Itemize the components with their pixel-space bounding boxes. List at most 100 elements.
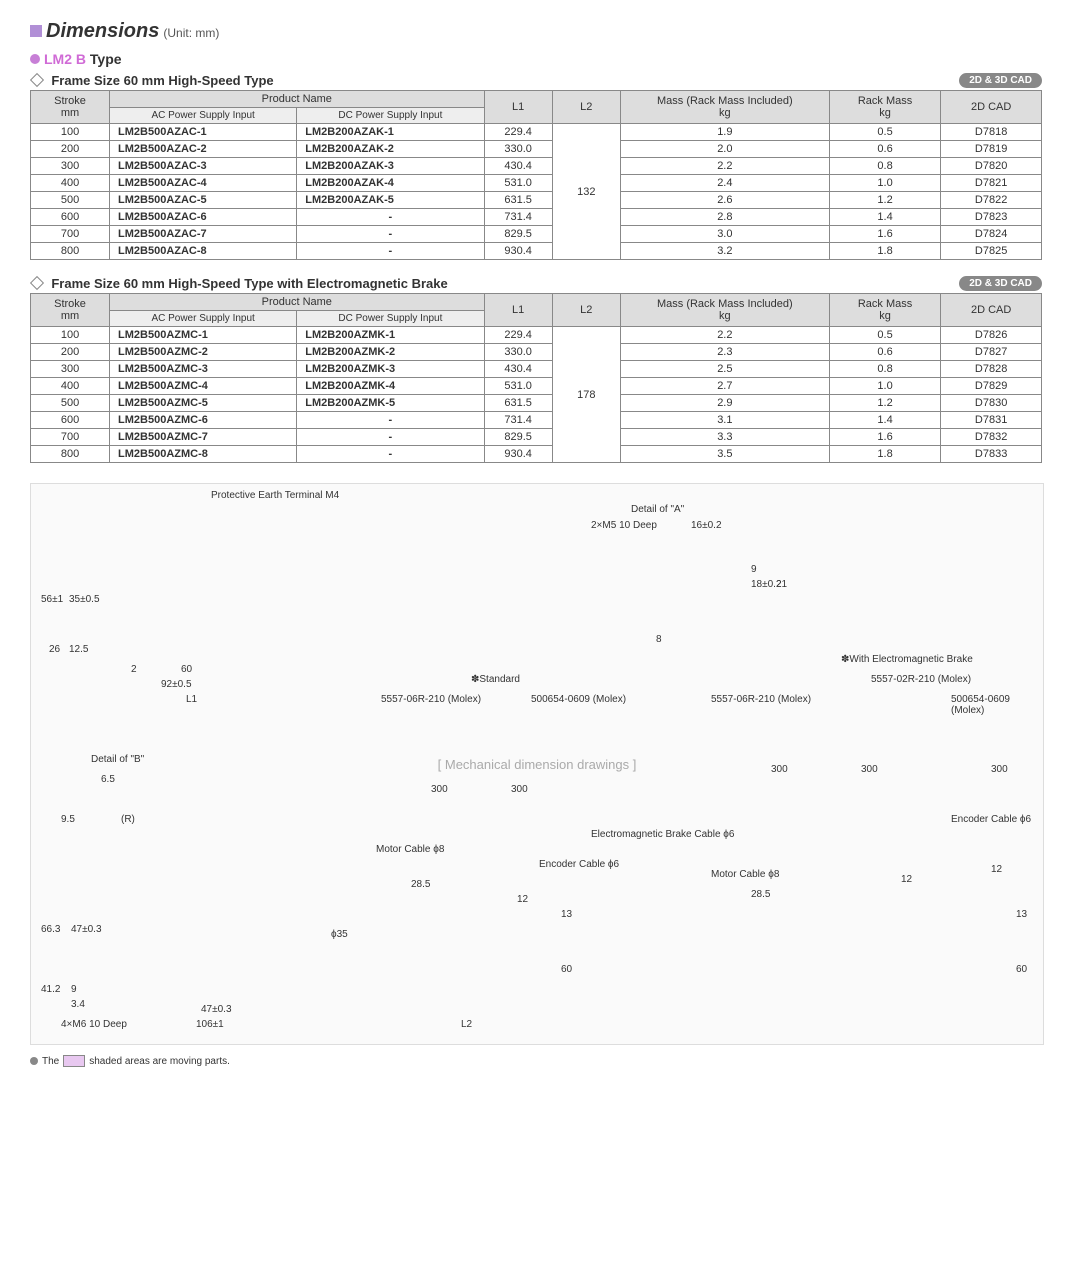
label-m6: 4×M6 10 Deep	[61, 1019, 127, 1030]
cell-mass: 2.6	[620, 192, 829, 209]
label-d9: 9	[751, 564, 757, 575]
cell-stroke: 200	[31, 344, 110, 361]
label-d9b: 9	[71, 984, 77, 995]
label-brake-cable: Electromagnetic Brake Cable ϕ6	[591, 829, 734, 840]
th-ac: AC Power Supply Input	[110, 311, 297, 327]
cell-l1: 330.0	[484, 141, 552, 158]
cell-l1: 631.5	[484, 192, 552, 209]
label-d106: 106±1	[196, 1019, 224, 1030]
cell-rack: 0.6	[829, 141, 940, 158]
label-m5: 2×M5 10 Deep	[591, 520, 657, 531]
label-d300c: 300	[771, 764, 788, 775]
footnote-bullet-icon	[30, 1057, 38, 1065]
label-d300e: 300	[991, 764, 1008, 775]
cell-dc: LM2B200AZAK-4	[297, 175, 484, 192]
label-d92: 92±0.5	[161, 679, 192, 690]
label-dL1: L1	[186, 694, 197, 705]
cell-ac: LM2B500AZAC-7	[110, 226, 297, 243]
cell-rack: 0.5	[829, 124, 940, 141]
cell-ac: LM2B500AZMC-1	[110, 327, 297, 344]
label-d300b: 300	[511, 784, 528, 795]
cell-stroke: 500	[31, 395, 110, 412]
cell-mass: 2.5	[620, 361, 829, 378]
cell-dc: LM2B200AZMK-3	[297, 361, 484, 378]
th-stroke: Stroke mm	[31, 294, 110, 327]
cell-l1: 930.4	[484, 243, 552, 260]
cell-stroke: 700	[31, 429, 110, 446]
cell-mass: 3.3	[620, 429, 829, 446]
label-d300a: 300	[431, 784, 448, 795]
footnote-prefix: The	[42, 1056, 59, 1067]
th-product: Product Name	[110, 294, 485, 311]
cell-ac: LM2B500AZAC-3	[110, 158, 297, 175]
cell-cad: D7827	[941, 344, 1042, 361]
cell-mass: 3.1	[620, 412, 829, 429]
section1-table: Stroke mm Product Name L1 L2 Mass (Rack …	[30, 90, 1042, 260]
label-d60b: 60	[561, 964, 572, 975]
table-row: 100LM2B500AZMC-1LM2B200AZMK-1229.41782.2…	[31, 327, 1042, 344]
cell-l1: 631.5	[484, 395, 552, 412]
footnote: The shaded areas are moving parts.	[30, 1055, 1042, 1067]
cell-stroke: 200	[31, 141, 110, 158]
label-d35: 35±0.5	[69, 594, 100, 605]
cell-cad: D7832	[941, 429, 1042, 446]
cell-dc: LM2B200AZMK-5	[297, 395, 484, 412]
th-l1: L1	[484, 294, 552, 327]
cell-mass: 2.3	[620, 344, 829, 361]
label-d300d: 300	[861, 764, 878, 775]
cell-cad: D7821	[941, 175, 1042, 192]
label-d663: 66.3	[41, 924, 60, 935]
cell-mass: 1.9	[620, 124, 829, 141]
label-motor-cable-b: Motor Cable ϕ8	[711, 869, 779, 880]
cell-l2: 132	[552, 124, 620, 260]
table-row: 400LM2B500AZAC-4LM2B200AZAK-4531.02.41.0…	[31, 175, 1042, 192]
cell-l1: 430.4	[484, 158, 552, 175]
cell-stroke: 800	[31, 243, 110, 260]
engineering-diagram: [ Mechanical dimension drawings ] Protec…	[30, 483, 1044, 1045]
table-row: 700LM2B500AZMC-7-829.53.31.6D7832	[31, 429, 1042, 446]
section2-table: Stroke mm Product Name L1 L2 Mass (Rack …	[30, 293, 1042, 463]
cad-badge: 2D & 3D CAD	[959, 73, 1042, 88]
cell-mass: 2.7	[620, 378, 829, 395]
label-detail-a: Detail of "A"	[631, 504, 684, 515]
th-ac: AC Power Supply Input	[110, 108, 297, 124]
page-title: Dimensions	[46, 20, 159, 43]
cell-stroke: 300	[31, 158, 110, 175]
product-code: LM2 B	[44, 51, 86, 67]
section1-title: Frame Size 60 mm High-Speed Type	[51, 73, 273, 88]
label-d125: 12.5	[69, 644, 88, 655]
label-motor-cable-a: Motor Cable ϕ8	[376, 844, 444, 855]
cell-mass: 3.0	[620, 226, 829, 243]
label-d8: 8	[656, 634, 662, 645]
cell-dc: -	[297, 243, 484, 260]
label-d285b: 28.5	[751, 889, 770, 900]
label-d2: 2	[131, 664, 137, 675]
product-line-row: LM2 B Type	[30, 51, 1042, 67]
cell-dc: LM2B200AZMK-2	[297, 344, 484, 361]
cell-rack: 1.6	[829, 429, 940, 446]
cell-ac: LM2B500AZMC-2	[110, 344, 297, 361]
cell-l1: 229.4	[484, 124, 552, 141]
label-d12a: 12	[517, 894, 528, 905]
page-unit: (Unit: mm)	[163, 26, 219, 40]
cell-mass: 2.9	[620, 395, 829, 412]
cell-rack: 1.8	[829, 243, 940, 260]
cell-cad: D7818	[941, 124, 1042, 141]
shaded-legend-icon	[63, 1055, 85, 1067]
label-d26: 26	[49, 644, 60, 655]
table-row: 300LM2B500AZMC-3LM2B200AZMK-3430.42.50.8…	[31, 361, 1042, 378]
label-d13b: 13	[1016, 909, 1027, 920]
cell-ac: LM2B500AZAC-1	[110, 124, 297, 141]
label-d12b: 12	[901, 874, 912, 885]
cell-rack: 1.0	[829, 378, 940, 395]
cell-cad: D7826	[941, 327, 1042, 344]
cell-cad: D7819	[941, 141, 1042, 158]
table-row: 500LM2B500AZAC-5LM2B200AZAK-5631.52.61.2…	[31, 192, 1042, 209]
table-row: 600LM2B500AZMC-6-731.43.11.4D7831	[31, 412, 1042, 429]
th-mass: Mass (Rack Mass Included) kg	[620, 294, 829, 327]
th-l2: L2	[552, 294, 620, 327]
label-d47a: 47±0.3	[71, 924, 102, 935]
label-dR: (R)	[121, 814, 135, 825]
cell-rack: 0.8	[829, 158, 940, 175]
cell-dc: LM2B200AZAK-5	[297, 192, 484, 209]
